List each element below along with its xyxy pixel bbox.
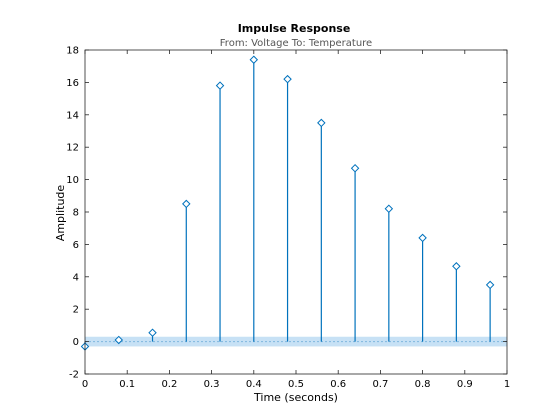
x-tick-label: 0.9 bbox=[457, 379, 473, 390]
stem-marker bbox=[215, 81, 225, 90]
stem-marker bbox=[249, 55, 259, 64]
x-tick-label: 0.4 bbox=[246, 379, 262, 390]
x-tick-label: 1 bbox=[504, 379, 510, 390]
y-tick-label: 6 bbox=[73, 240, 79, 251]
chart-subtitle: From: Voltage To: Temperature bbox=[220, 38, 372, 49]
stem-marker bbox=[452, 262, 461, 271]
zero-band bbox=[85, 336, 507, 347]
stem-marker bbox=[114, 335, 124, 345]
x-tick-label: 0.1 bbox=[119, 379, 135, 390]
stem-marker bbox=[350, 164, 360, 173]
stem-marker bbox=[317, 118, 326, 128]
y-axis-label: Amplitude bbox=[54, 185, 67, 242]
x-tick-label: 0.8 bbox=[415, 379, 431, 390]
y-tick-label: 2 bbox=[73, 305, 79, 316]
y-tick-label: 18 bbox=[66, 46, 79, 57]
y-tick-label: 8 bbox=[73, 208, 79, 219]
stem-marker bbox=[148, 328, 157, 337]
y-tick-label: 14 bbox=[66, 110, 79, 121]
x-axis-label: Time (seconds) bbox=[253, 391, 338, 404]
y-tick-label: 4 bbox=[73, 272, 79, 283]
y-tick-label: 12 bbox=[66, 143, 79, 154]
x-tick-label: 0.3 bbox=[204, 379, 220, 390]
x-tick-label: 0.5 bbox=[288, 379, 304, 390]
y-axis: -2 0 2 4 6 8 10 12 14 16 18 bbox=[66, 46, 507, 381]
x-axis: 0 0.1 0.2 0.3 0.4 0.5 0.6 0.7 0.8 0.9 1 bbox=[82, 50, 510, 390]
chart-title: Impulse Response bbox=[238, 22, 351, 35]
y-tick-label: 10 bbox=[66, 175, 79, 186]
band-layer bbox=[85, 336, 507, 347]
y-tick-label: 16 bbox=[66, 78, 79, 89]
stem-marker bbox=[485, 280, 495, 290]
stem-marker bbox=[182, 199, 191, 209]
x-tick-label: 0.7 bbox=[372, 379, 388, 390]
stem-marker bbox=[283, 74, 292, 84]
x-tick-label: 0.2 bbox=[161, 379, 177, 390]
y-tick-label: 0 bbox=[73, 337, 79, 348]
y-tick-label: -2 bbox=[69, 370, 79, 381]
stem-marker bbox=[384, 204, 394, 214]
x-tick-label: 0 bbox=[82, 379, 88, 390]
stem-marker bbox=[418, 233, 427, 243]
plot-frame bbox=[84, 49, 508, 375]
stem-layer bbox=[80, 55, 495, 351]
x-tick-label: 0.6 bbox=[330, 379, 346, 390]
